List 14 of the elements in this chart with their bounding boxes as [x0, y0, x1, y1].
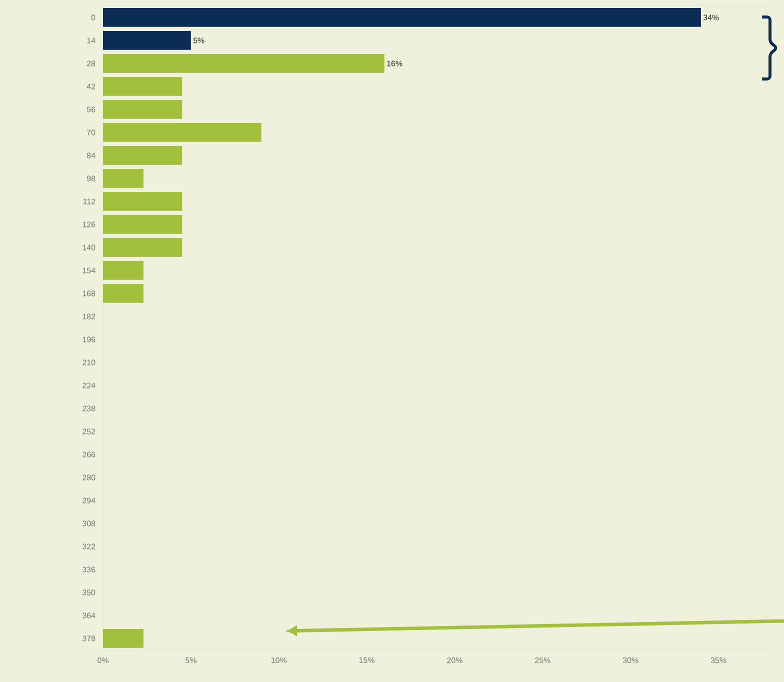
bar — [103, 192, 182, 211]
bar — [103, 54, 384, 73]
bar — [103, 8, 701, 27]
bar — [103, 215, 182, 234]
bar — [103, 123, 262, 142]
bar — [103, 238, 182, 257]
bar — [103, 100, 182, 119]
bar — [103, 77, 182, 96]
bar — [103, 284, 144, 303]
bar — [103, 146, 182, 165]
bar — [103, 629, 144, 648]
bar — [103, 31, 191, 50]
bar — [103, 261, 144, 280]
bar — [103, 169, 144, 188]
